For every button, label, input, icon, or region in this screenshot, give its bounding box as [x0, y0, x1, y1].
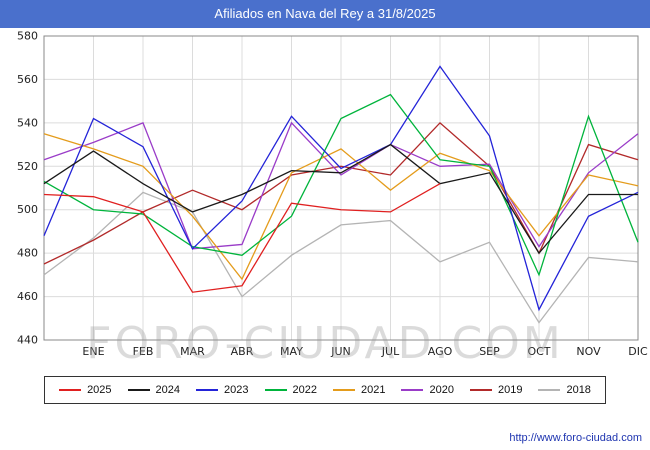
plot-frame: [43, 35, 639, 341]
legend-label-2021: 2021: [361, 384, 386, 396]
legend-item-2021: 2021: [333, 384, 385, 396]
legend-swatch-2022: [264, 389, 287, 391]
y-tick-label: 520: [17, 160, 38, 173]
legend-label-2024: 2024: [155, 384, 181, 396]
x-tick-label: AGO: [428, 345, 453, 358]
y-tick-label: 500: [17, 203, 38, 216]
series-line-2024: [43, 143, 638, 255]
legend-item-2022: 2022: [264, 384, 317, 396]
legend-label-2019: 2019: [497, 384, 523, 396]
x-tick-label: FEB: [133, 345, 154, 358]
legend-row: 2025 2024 2023 2022 2021 2020 2019 2018: [0, 376, 650, 404]
x-tick-label: MAY: [280, 345, 303, 358]
x-tick-label: OCT: [527, 345, 550, 358]
chart-title-bar: Afiliados en Nava del Rey a 31/8/2025: [0, 0, 650, 28]
legend-swatch-2021: [333, 389, 355, 391]
legend-label-2022: 2022: [292, 384, 317, 396]
y-tick-label: 540: [17, 116, 38, 129]
x-tick-label: JUN: [330, 345, 351, 358]
legend-swatch-2025: [59, 389, 82, 391]
legend-label-2020: 2020: [429, 384, 454, 396]
series-line-2020: [43, 121, 639, 250]
legend-swatch-2018: [538, 389, 561, 391]
x-tick-label: SEP: [479, 345, 500, 358]
x-tick-label: MAR: [180, 345, 205, 358]
x-tick-label: JUL: [381, 345, 400, 358]
legend-label-2018: 2018: [566, 384, 591, 396]
y-tick-label: 560: [17, 73, 38, 86]
legend-swatch-2024: [127, 389, 150, 391]
legend-swatch-2019: [469, 389, 492, 391]
chart-area: 440 460 480 500 520 540 560 580 ENE FEB MAR ABR MAY J…: [0, 28, 650, 360]
chart-title: Afiliados en Nava del Rey a 31/8/2025: [214, 6, 436, 21]
legend-item-2018: 2018: [538, 384, 591, 396]
y-tick-label: 440: [17, 334, 38, 347]
series-line-2025: [43, 183, 441, 293]
series-line-2023: [43, 65, 639, 312]
legend-label-2025: 2025: [87, 384, 112, 396]
legend-swatch-2020: [401, 389, 424, 391]
x-tick-label: NOV: [576, 345, 601, 358]
legend-item-2025: 2025: [59, 384, 112, 396]
legend-item-2024: 2024: [127, 384, 181, 396]
series-line-2022: [43, 93, 639, 277]
legend-item-2023: 2023: [196, 384, 249, 396]
series-line-2021: [43, 133, 639, 281]
x-tick-label: DIC: [628, 345, 648, 358]
line-chart: 440 460 480 500 520 540 560 580 ENE FEB MAR ABR MAY J…: [17, 30, 648, 359]
y-tick-label: 480: [17, 247, 38, 260]
legend-label-2023: 2023: [224, 384, 249, 396]
series-line-2018: [43, 191, 639, 324]
y-tick-label: 580: [17, 30, 38, 43]
legend-item-2019: 2019: [469, 384, 523, 396]
legend: 2025 2024 2023 2022 2021 2020 2019 2018: [44, 376, 606, 404]
footer-url: http://www.foro-ciudad.com: [509, 432, 642, 444]
x-tick-label: ENE: [82, 345, 104, 358]
legend-item-2020: 2020: [401, 384, 454, 396]
x-tick-label: ABR: [231, 345, 254, 358]
legend-swatch-2023: [196, 389, 219, 391]
y-tick-label: 460: [17, 290, 38, 303]
